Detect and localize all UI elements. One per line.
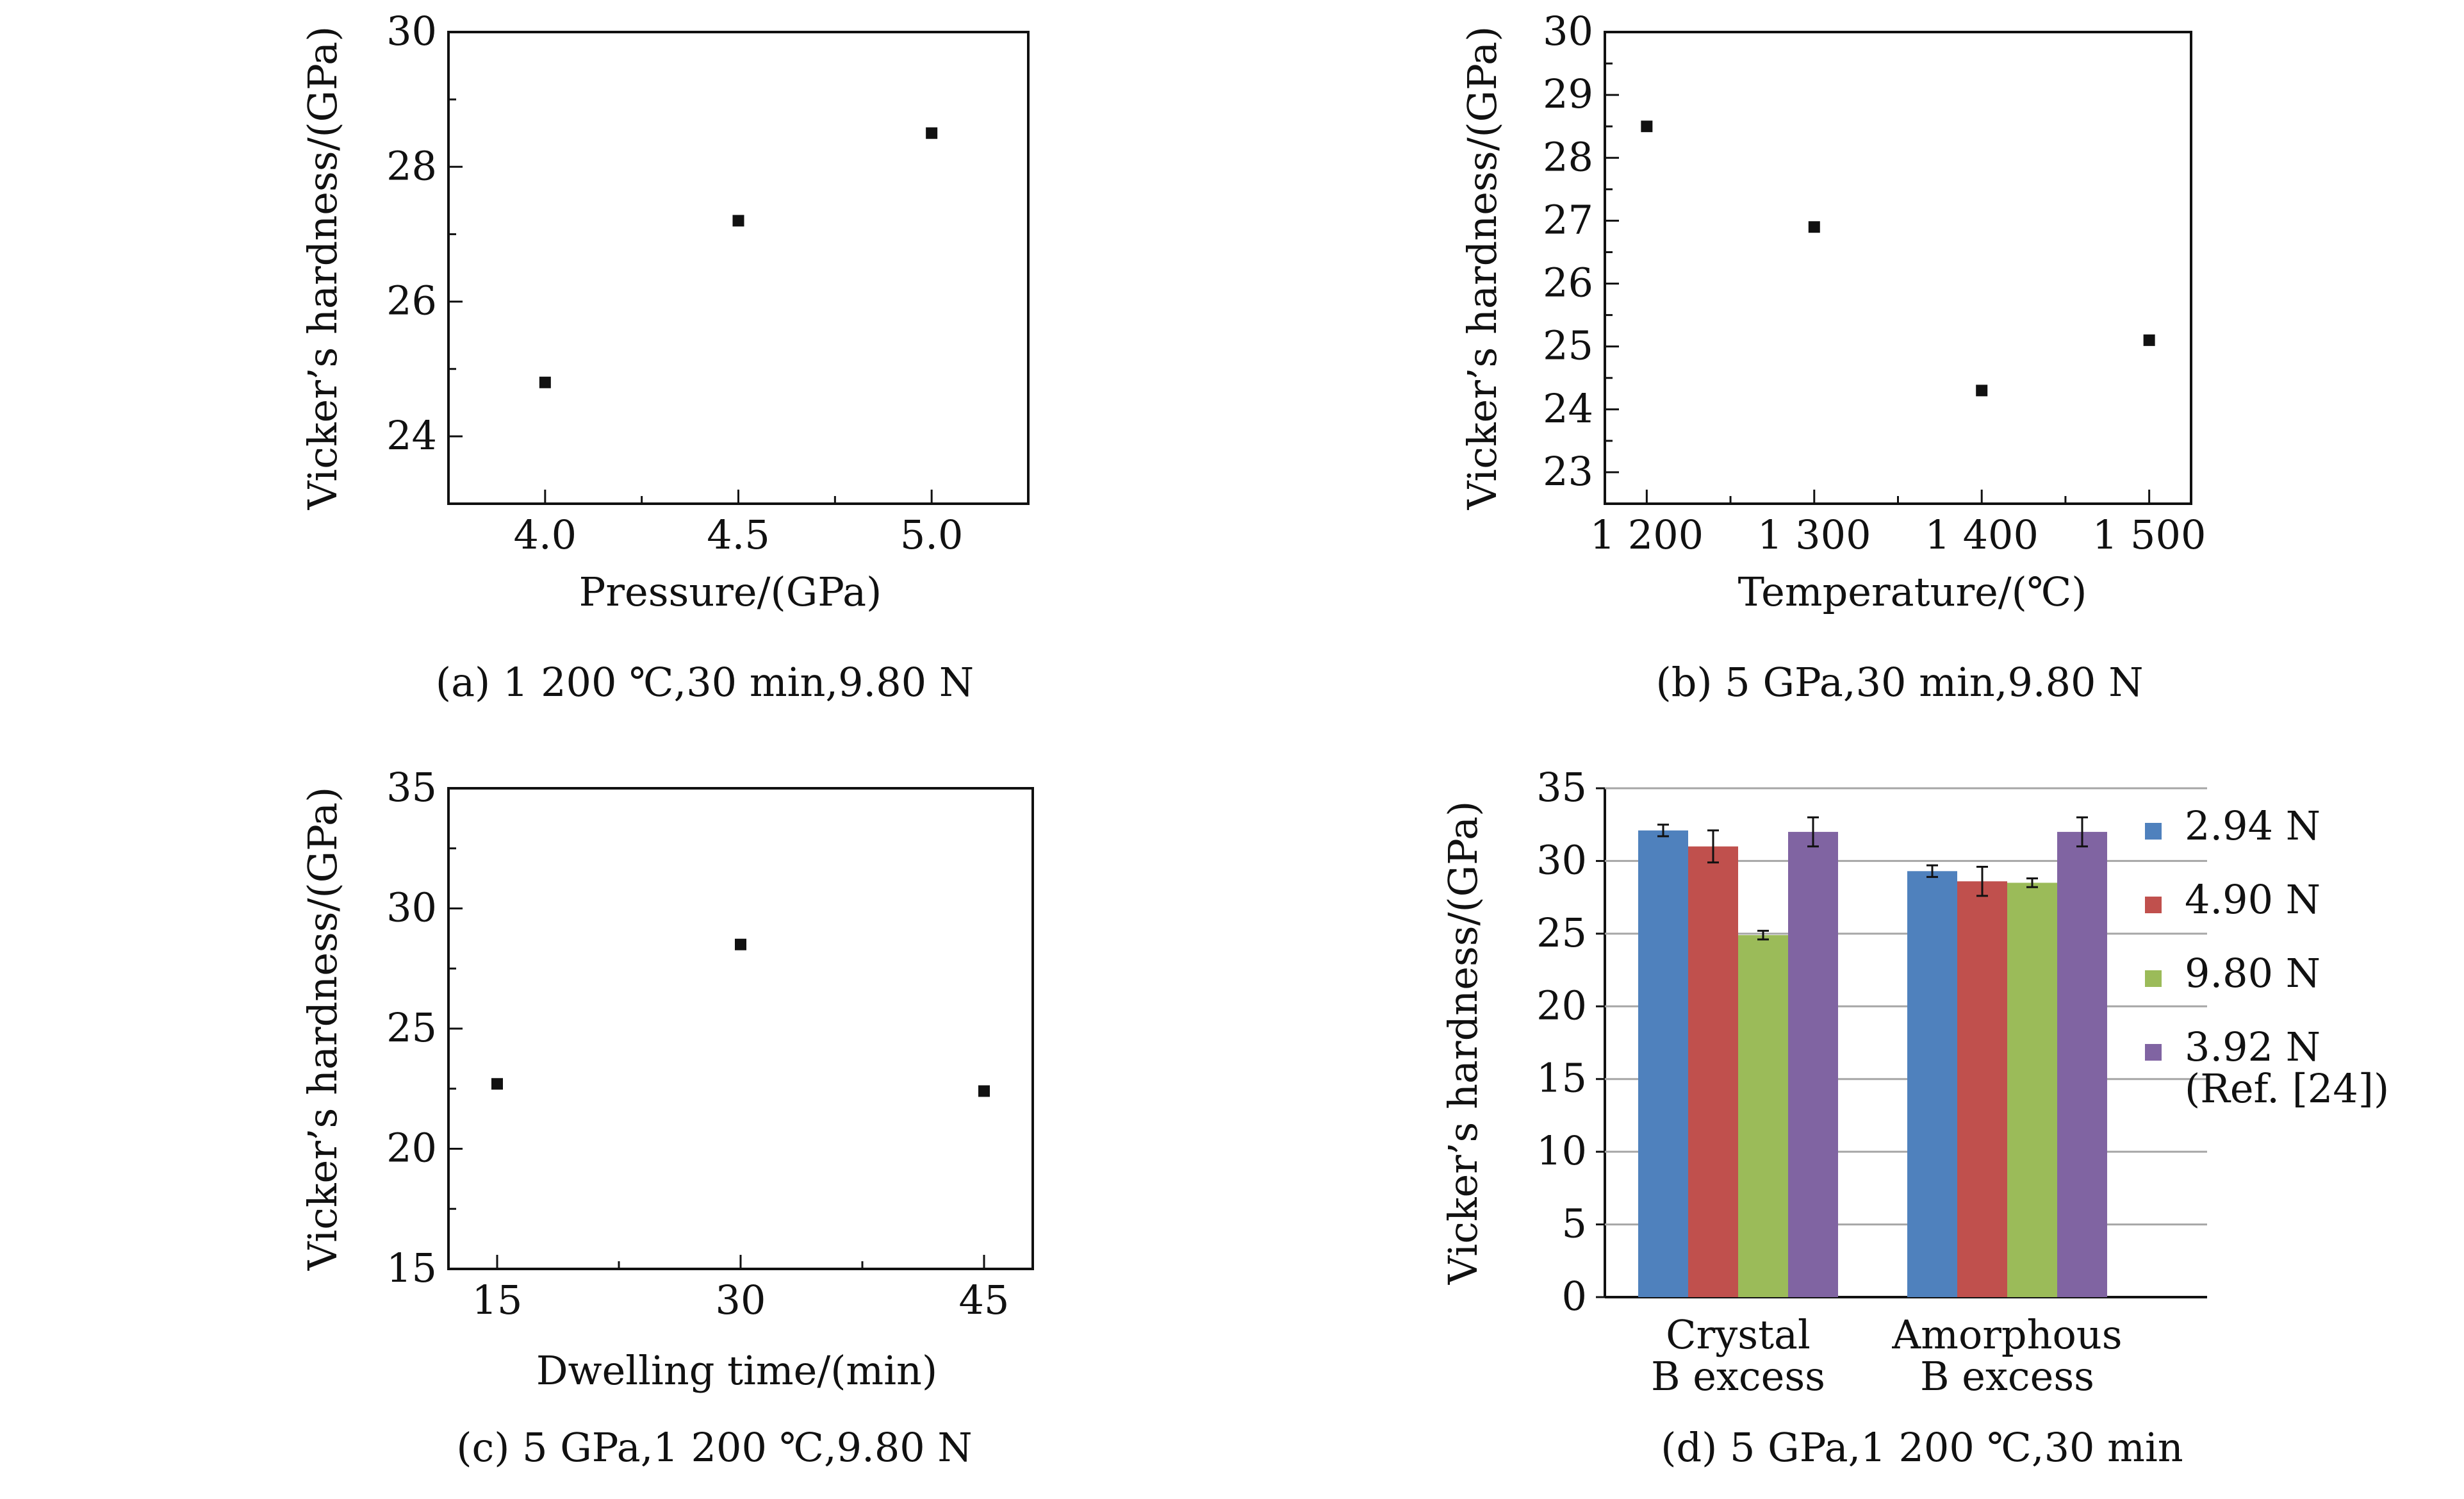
y-tick-label: 30 [386,884,437,931]
legend-label: 2.94 N [2185,802,2320,849]
legend-swatch [2145,970,2162,987]
y-tick-label: 25 [1536,909,1587,956]
data-point [732,215,744,227]
bar [2007,882,2057,1297]
chart-a: 24 26 28 30 4.0 4.5 5.0 Pressure/(GPa) Vicker’s … [299,8,1030,706]
bar [1957,881,2007,1297]
x-axis-title: Temperature/(℃) [1738,568,2087,615]
panel-caption: (b) 5 GPa,30 min,9.80 N [1656,659,2144,706]
chart-c: 15 20 25 30 35 15 30 45 Dwelling time/(min) Vicke… [299,764,1034,1471]
y-tick-label: 28 [386,142,437,189]
y-tick-label: 20 [1536,982,1587,1029]
data-point [491,1078,503,1090]
x-tick-label: 1 300 [1757,511,1871,558]
x-tick-label: 5.0 [900,511,964,558]
legend-swatch [2145,823,2162,840]
data-point [1641,120,1653,133]
data-point [978,1085,990,1097]
category-label: B excess [1920,1353,2094,1400]
plot-frame [447,31,1030,505]
y-tick-label: 26 [1543,260,1593,306]
plot-frame [447,787,1034,1270]
x-tick-label: 1 400 [1925,511,2039,558]
y-tick-label: 20 [386,1125,437,1172]
y-tick-label: 24 [1543,385,1593,432]
y-tick-label: 27 [1543,196,1593,243]
y-tick-label: 28 [1543,133,1593,180]
y-tick-label: 26 [386,277,437,324]
panel-caption: (a) 1 200 ℃,30 min,9.80 N [436,659,974,706]
y-tick-label: 35 [1536,764,1587,811]
x-tick-label: 45 [959,1277,1010,1323]
x-tick-label: 4.5 [707,511,770,558]
x-tick-label: 1 500 [2092,511,2206,558]
data-point [926,127,938,139]
data-point [539,376,551,388]
category-label: Crystal [1666,1311,1811,1358]
bar [2057,832,2107,1297]
data-point [735,938,746,950]
data-point [1808,221,1820,233]
legend-label: (Ref. [24]) [2185,1065,2389,1112]
y-tick-label: 30 [1543,8,1593,54]
y-tick-label: 24 [386,412,437,459]
y-tick-label: 35 [386,764,437,811]
y-tick-label: 30 [386,8,437,54]
y-tick-label: 0 [1562,1273,1587,1320]
y-tick-label: 30 [1536,836,1587,883]
y-axis-title: Vicker’s hardness/(GPa) [299,787,346,1271]
y-axis-title: Vicker’s hardness/(GPa) [1440,801,1486,1286]
data-point [1976,385,1988,397]
y-tick-label: 5 [1562,1200,1587,1247]
panel-caption: (d) 5 GPa,1 200 ℃,30 min [1661,1424,2183,1471]
x-tick-label: 4.0 [514,511,577,558]
panel-caption: (c) 5 GPa,1 200 ℃,9.80 N [456,1424,972,1471]
y-tick-label: 10 [1536,1127,1587,1174]
plot-frame [1604,31,2192,505]
chart-b: 23 24 25 26 27 28 29 30 1 200 1 300 1 400 1 500Temp… [1459,8,2206,706]
y-tick-label: 25 [1543,322,1593,369]
legend-swatch [2145,1044,2162,1061]
y-tick-label: 25 [386,1004,437,1051]
bar [1688,846,1738,1297]
legend-label: 4.90 N [2185,876,2320,923]
y-tick-label: 15 [1536,1055,1587,1102]
bar [1907,871,1957,1297]
x-tick-label: 1 200 [1590,511,1704,558]
y-axis-title: Vicker’s hardness/(GPa) [1459,26,1506,511]
bar [1788,832,1838,1297]
x-axis-title: Dwelling time/(min) [536,1347,937,1394]
y-tick-label: 15 [386,1245,437,1291]
legend-swatch [2145,897,2162,913]
legend-label: 3.92 N [2185,1023,2320,1070]
bar [1638,830,1688,1297]
x-axis-title: Pressure/(GPa) [579,568,882,615]
legend-label: 9.80 N [2185,950,2320,997]
x-tick-label: 30 [716,1277,766,1323]
category-label: Amorphous [1891,1311,2122,1358]
bar [1738,935,1788,1297]
y-axis-title: Vicker’s hardness/(GPa) [299,26,346,511]
y-tick-label: 29 [1543,70,1593,117]
data-point [2143,334,2155,346]
y-tick-label: 23 [1543,448,1593,495]
x-tick-label: 15 [472,1277,523,1323]
category-label: B excess [1651,1353,1825,1400]
